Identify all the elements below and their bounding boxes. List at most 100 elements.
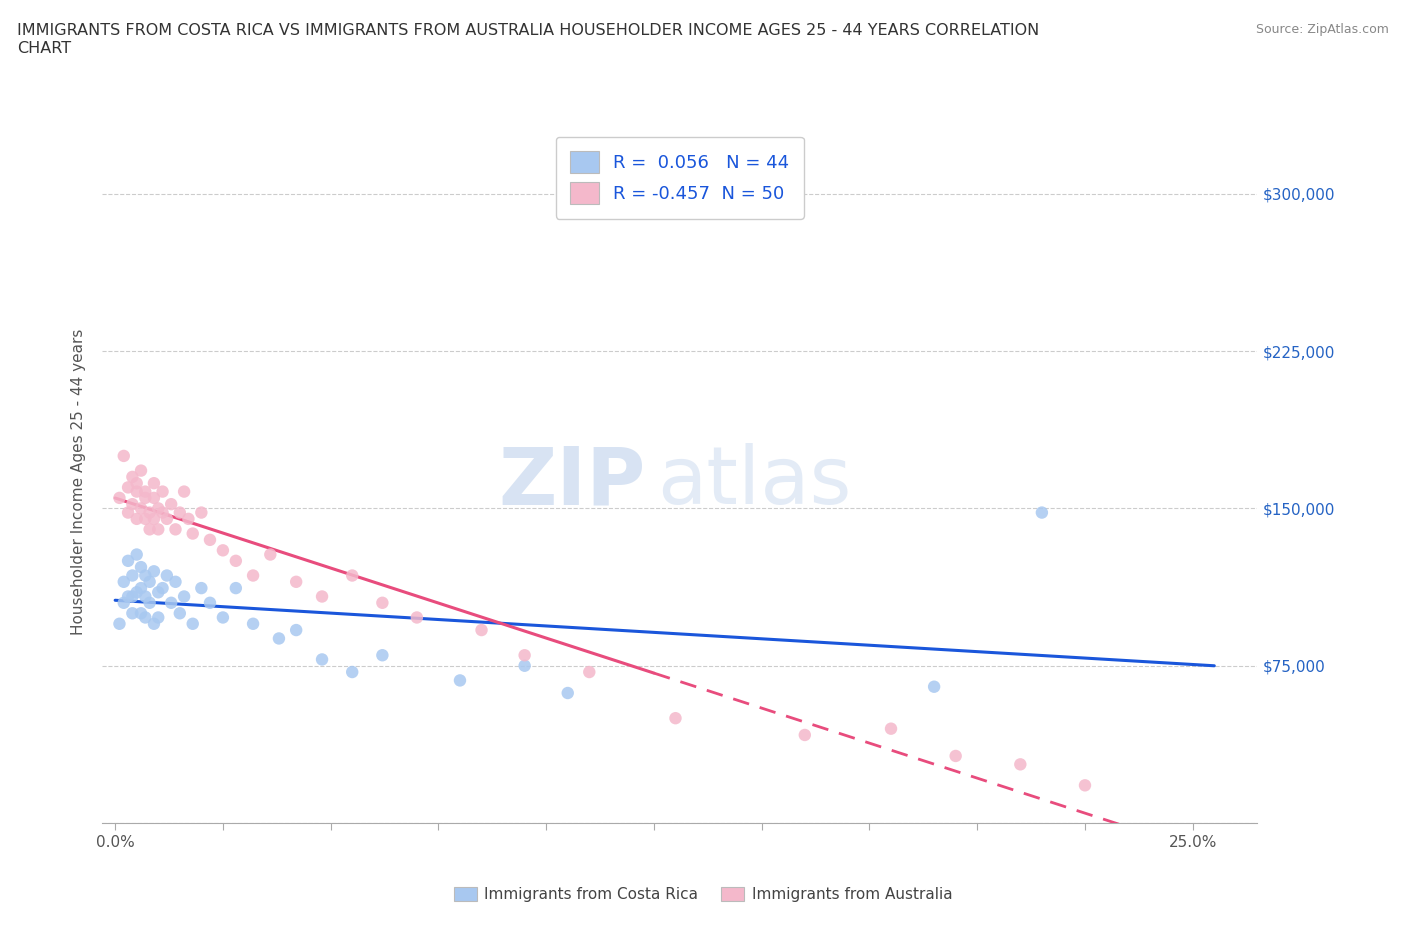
Point (557, 685, 579, 700)
Point (259, 547, 281, 562)
Point (578, 665, 600, 680)
Point (225, 553, 247, 568)
Point (129, 463, 152, 478)
Point (148, 610, 170, 625)
Point (142, 512, 165, 526)
Point (134, 485, 156, 499)
Point (134, 512, 156, 526)
Point (342, 568, 364, 583)
Point (173, 589, 195, 604)
Point (148, 585, 170, 600)
Point (181, 526, 204, 541)
Point (134, 610, 156, 625)
Point (121, 497, 143, 512)
Point (311, 589, 333, 604)
Point (142, 617, 165, 631)
Point (922, 679, 945, 694)
Point (198, 532, 221, 547)
Point (212, 610, 235, 625)
Point (160, 595, 183, 610)
Point (117, 480, 139, 495)
Point (405, 610, 427, 625)
Point (125, 485, 148, 499)
Point (134, 490, 156, 505)
Point (177, 512, 200, 526)
Point (142, 564, 165, 578)
Point (138, 595, 160, 610)
Legend: R =  0.056   N = 44, R = -0.457  N = 50: R = 0.056 N = 44, R = -0.457 N = 50 (555, 137, 804, 219)
Point (181, 617, 204, 631)
Point (242, 568, 264, 583)
Point (470, 622, 492, 637)
Point (138, 575, 160, 590)
Point (148, 522, 170, 537)
Point (371, 648, 394, 663)
Point (880, 722, 903, 737)
Legend: Immigrants from Costa Rica, Immigrants from Australia: Immigrants from Costa Rica, Immigrants f… (447, 881, 959, 909)
Point (112, 595, 135, 610)
Text: IMMIGRANTS FROM COSTA RICA VS IMMIGRANTS FROM AUSTRALIA HOUSEHOLDER INCOME AGES : IMMIGRANTS FROM COSTA RICA VS IMMIGRANTS… (17, 23, 1039, 56)
Point (121, 589, 143, 604)
Point (513, 658, 536, 673)
Point (121, 605, 143, 620)
Point (108, 490, 131, 505)
Point (285, 622, 308, 637)
Point (173, 485, 195, 499)
Point (169, 605, 191, 620)
Text: Source: ZipAtlas.com: Source: ZipAtlas.com (1256, 23, 1389, 36)
Text: ZIP: ZIP (498, 443, 645, 521)
Point (664, 711, 686, 725)
Point (134, 589, 156, 604)
Point (449, 673, 471, 688)
Point (242, 617, 264, 631)
Point (142, 476, 165, 491)
Point (1074, 777, 1097, 792)
Point (513, 648, 536, 663)
Point (198, 595, 221, 610)
Point (117, 553, 139, 568)
Point (125, 547, 148, 562)
Text: atlas: atlas (657, 443, 851, 521)
Point (165, 522, 187, 537)
Point (1031, 505, 1053, 520)
Point (212, 543, 235, 558)
Point (125, 512, 148, 526)
Point (142, 490, 165, 505)
Point (285, 575, 308, 590)
Point (117, 505, 139, 520)
Point (342, 665, 364, 680)
Point (121, 470, 143, 485)
Point (121, 568, 143, 583)
Point (152, 505, 174, 520)
Point (129, 501, 152, 516)
Point (129, 560, 152, 575)
Point (129, 605, 152, 620)
Point (138, 505, 160, 520)
Point (225, 580, 247, 595)
Point (311, 652, 333, 667)
Point (160, 497, 183, 512)
Point (793, 727, 815, 742)
Point (152, 485, 174, 499)
Point (371, 595, 394, 610)
Point (125, 585, 148, 600)
Point (156, 512, 179, 526)
Point (138, 522, 160, 537)
Point (112, 448, 135, 463)
Point (129, 580, 152, 595)
Point (156, 568, 179, 583)
Point (1010, 757, 1032, 772)
Point (190, 505, 212, 520)
Point (165, 575, 187, 590)
Point (117, 589, 139, 604)
Point (169, 505, 191, 520)
Y-axis label: Householder Income Ages 25 - 44 years: Householder Income Ages 25 - 44 years (72, 329, 86, 635)
Point (134, 568, 156, 583)
Point (945, 749, 967, 764)
Point (112, 575, 135, 590)
Point (190, 580, 212, 595)
Point (267, 631, 290, 646)
Point (108, 617, 131, 631)
Point (152, 580, 174, 595)
Point (148, 501, 170, 516)
